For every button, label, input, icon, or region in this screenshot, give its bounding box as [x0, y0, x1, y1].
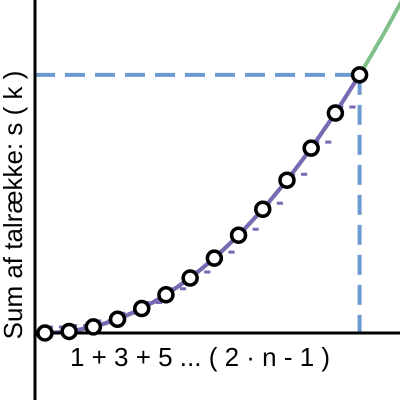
point [326, 104, 345, 122]
point [278, 171, 296, 189]
x-axis-label: 1 + 3 + 5 ... ( 2 · n - 1 ) [70, 342, 330, 372]
point [254, 200, 272, 219]
point [108, 310, 127, 329]
point [181, 269, 199, 287]
curve [44, 0, 400, 333]
point [132, 299, 151, 318]
sum-line [44, 73, 362, 333]
point [36, 324, 54, 342]
plot-area [35, 0, 400, 333]
point [229, 226, 248, 244]
point [84, 318, 103, 336]
point [302, 139, 320, 157]
y-axis-label: Sum af talrække: s ( k ) [0, 71, 28, 340]
point [350, 66, 369, 84]
point [205, 249, 224, 267]
point [60, 322, 78, 341]
point [157, 286, 175, 304]
